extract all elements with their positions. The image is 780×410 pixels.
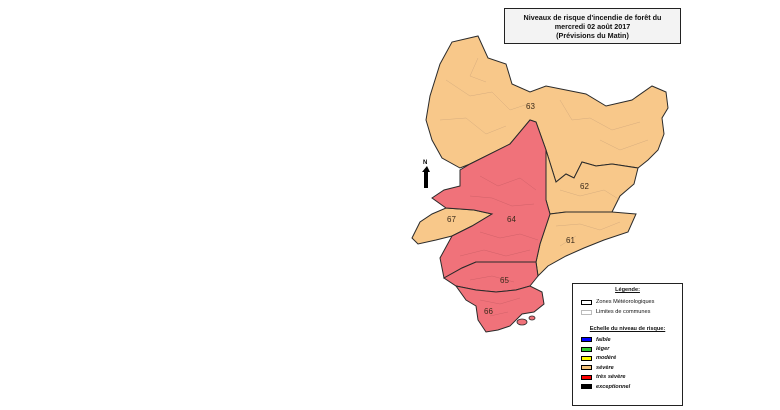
map-title: Niveaux de risque d'incendie de forêt du… — [504, 8, 681, 44]
zone-61-label: 61 — [566, 236, 575, 245]
risk-level-item: exceptionnel — [573, 382, 682, 391]
risk-level-swatch — [581, 374, 592, 380]
risk-level-item: léger — [573, 344, 682, 353]
zone-border-swatch — [581, 299, 592, 305]
island-2 — [528, 315, 536, 321]
commune-boundaries — [439, 57, 649, 247]
risk-level-label: sévère — [596, 364, 614, 371]
legend-title: Légende: — [615, 287, 640, 293]
zone-66-label: 66 — [484, 307, 493, 316]
risk-level-swatch — [581, 365, 592, 371]
risk-level-label: très sévère — [596, 374, 626, 381]
legend-item-communes-label: Limites de communes — [596, 309, 651, 315]
zone-61 — [535, 211, 637, 278]
commune-border-swatch — [581, 309, 592, 315]
risk-level-swatch — [581, 384, 592, 390]
legend-scale-title: Echelle du niveau de risque: — [589, 326, 666, 332]
zone-67-label: 67 — [447, 215, 456, 224]
risk-level-label: léger — [596, 346, 610, 353]
risk-level-swatch — [581, 355, 592, 361]
legend-item-communes: Limites de communes — [573, 307, 682, 317]
legend-item-zones-label: Zones Météorologiques — [596, 299, 655, 305]
title-line-3: (Prévisions du Matin) — [556, 30, 629, 40]
north-arrow-icon — [422, 166, 430, 188]
risk-level-label: modéré — [596, 355, 617, 362]
zone-64-label: 64 — [507, 215, 516, 224]
zone-66 — [454, 285, 545, 333]
risk-level-list: faible léger modéré sévère très sévère except… — [573, 335, 682, 391]
risk-level-item: très sévère — [573, 373, 682, 382]
title-line-1: Niveaux de risque d'incendie de forêt du — [523, 12, 662, 22]
risk-level-item: modéré — [573, 354, 682, 363]
risk-level-label: exceptionnel — [596, 383, 631, 390]
zone-62-label: 62 — [580, 182, 589, 191]
island-1 — [516, 318, 528, 326]
risk-level-item: sévère — [573, 363, 682, 372]
commune-boundaries-red — [459, 175, 539, 317]
north-arrow-label: N — [423, 160, 428, 166]
risk-level-swatch — [581, 346, 592, 352]
legend-item-zones: Zones Météorologiques — [573, 297, 682, 307]
legend: Légende: Zones Météorologiques Limites d… — [572, 283, 683, 406]
zone-65-label: 65 — [500, 276, 509, 285]
zone-63-label: 63 — [526, 102, 535, 111]
risk-level-swatch — [581, 337, 592, 343]
risk-level-label: faible — [596, 336, 611, 343]
title-line-2: mercredi 02 août 2017 — [554, 21, 631, 31]
risk-level-item: faible — [573, 335, 682, 344]
